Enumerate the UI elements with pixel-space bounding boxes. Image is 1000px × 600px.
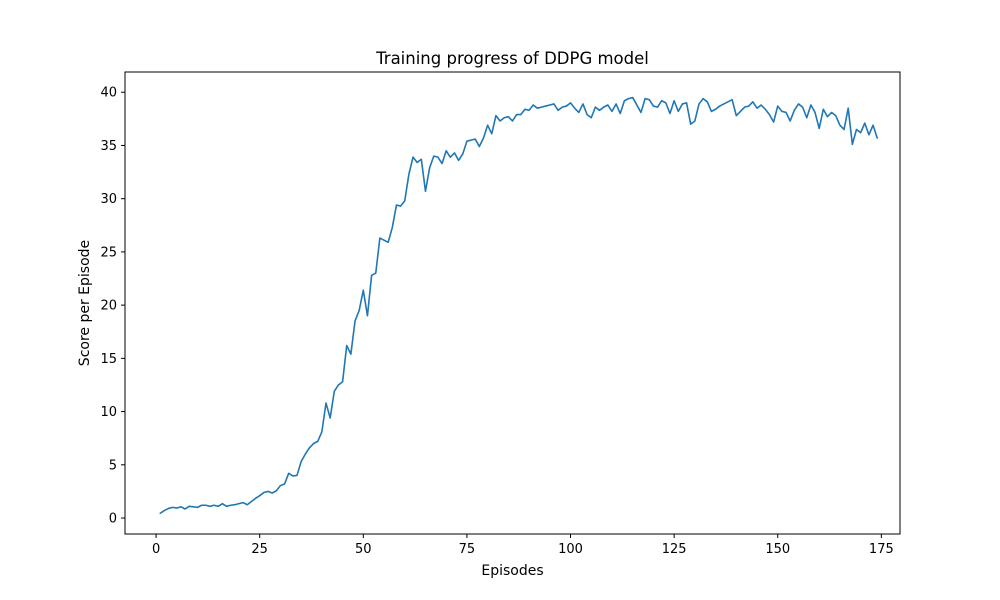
y-tick-label: 0: [109, 512, 117, 527]
x-tick-label: 50: [355, 542, 372, 557]
axes-frame: [124, 71, 901, 535]
series-line: [159, 96, 879, 515]
y-tick-label: 35: [100, 139, 117, 154]
x-tick-label: 175: [869, 542, 894, 557]
y-axis-label: Score per Episode: [77, 240, 93, 366]
x-tick-label: 150: [765, 542, 790, 557]
y-tick-label: 40: [100, 86, 117, 101]
plot-area: [159, 96, 879, 515]
x-tick-label: 100: [558, 542, 583, 557]
x-tick-label: 75: [459, 542, 476, 557]
x-axis-label: Episodes: [481, 563, 543, 579]
x-tick-label: 125: [662, 542, 687, 557]
y-tick-label: 10: [100, 405, 117, 420]
x-tick-label: 0: [152, 542, 160, 557]
y-tick-label: 20: [100, 299, 117, 314]
y-tick-label: 5: [109, 458, 117, 473]
x-tick-label: 25: [251, 542, 268, 557]
y-tick-label: 25: [100, 245, 117, 260]
y-tick-label: 30: [100, 192, 117, 207]
y-tick-label: 15: [100, 352, 117, 367]
axis-ticks: 0 25 50 75 100 125 150 175 0 5 10 15 20 25 30 35 40: [100, 86, 893, 557]
chart-title: Training progress of DDPG model: [375, 49, 649, 68]
